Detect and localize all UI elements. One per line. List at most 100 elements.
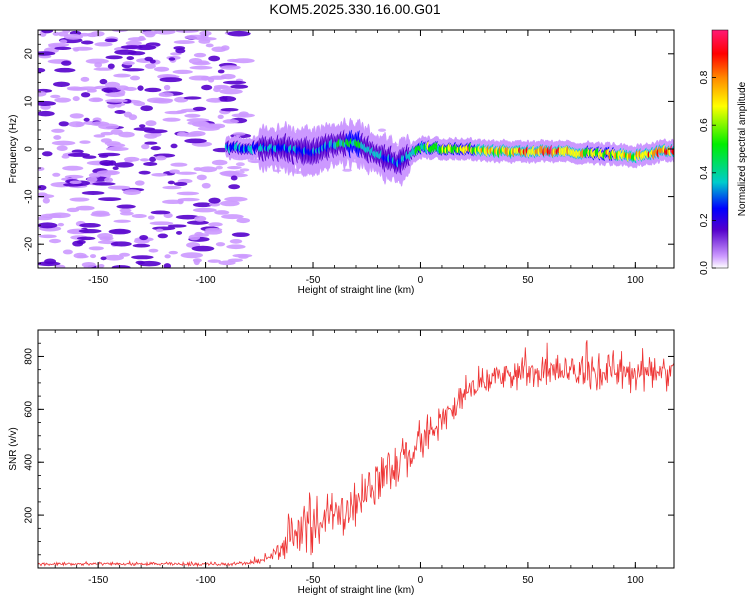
noise-speckle <box>231 113 255 118</box>
noise-speckle <box>227 30 251 37</box>
noise-speckle <box>93 134 106 138</box>
noise-speckle <box>80 40 94 45</box>
noise-speckle <box>47 42 70 47</box>
colorbar-tick-label: 0.4 <box>699 165 710 179</box>
snr-y-tick-label: 400 <box>24 453 35 470</box>
noise-speckle <box>125 40 142 46</box>
noise-speckle <box>184 138 207 144</box>
noise-speckle <box>127 51 146 56</box>
noise-speckle <box>63 182 84 187</box>
noise-speckle <box>104 177 114 183</box>
colorbar-tick-label: 0.2 <box>699 213 710 227</box>
noise-speckle <box>188 234 201 241</box>
noise-speckle <box>99 78 108 85</box>
noise-speckle <box>106 170 118 175</box>
noise-speckle <box>144 31 156 38</box>
noise-speckle <box>54 67 76 73</box>
noise-speckle <box>81 261 96 268</box>
noise-speckle <box>228 184 241 190</box>
noise-speckle <box>54 97 72 103</box>
noise-speckle <box>53 135 62 140</box>
noise-speckle <box>72 96 80 102</box>
noise-speckle <box>176 230 183 235</box>
noise-speckle <box>224 196 248 202</box>
noise-speckle <box>143 162 158 166</box>
snr-panel: -150 -100 -50 0 50 100 200 400 600 800 Height of… <box>8 329 675 596</box>
spectrogram-y-label: Frequency (Hz) <box>8 115 19 184</box>
noise-speckle <box>194 215 207 222</box>
noise-speckle <box>67 152 90 157</box>
noise-speckle <box>116 85 129 91</box>
noise-speckle <box>79 223 101 228</box>
noise-speckle <box>213 84 229 89</box>
noise-speckle <box>170 162 188 167</box>
noise-speckle <box>134 180 145 186</box>
noise-speckle <box>94 42 113 47</box>
noise-speckle <box>192 106 207 111</box>
noise-speckle <box>105 92 125 98</box>
page-title: KOM5.2025.330.16.00.G01 <box>269 1 441 17</box>
noise-speckle <box>76 236 96 241</box>
snr-x-tick-label: -50 <box>306 575 321 586</box>
noise-speckle <box>220 65 241 70</box>
snr-x-label: Height of straight line (km) <box>298 585 415 596</box>
noise-speckle <box>378 128 387 132</box>
noise-speckle <box>191 121 210 127</box>
noise-speckle <box>168 250 179 255</box>
noise-speckle <box>38 194 55 199</box>
noise-speckle <box>100 131 114 136</box>
noise-speckle <box>104 254 124 261</box>
noise-speckle <box>155 228 164 233</box>
noise-speckle <box>119 208 132 213</box>
noise-speckle <box>88 97 104 103</box>
snr-x-tick-label: 0 <box>418 575 424 586</box>
noise-speckle <box>58 121 70 127</box>
spectrogram-y-tick-label: -10 <box>24 189 35 204</box>
noise-speckle <box>205 43 214 48</box>
noise-speckle <box>192 61 211 66</box>
noise-speckle <box>126 56 135 61</box>
spectrogram-x-tick-label: -50 <box>306 275 321 286</box>
noise-speckle <box>137 260 161 267</box>
noise-speckle <box>227 58 239 63</box>
noise-speckle <box>105 55 123 60</box>
snr-y-tick-label: 200 <box>24 506 35 523</box>
noise-speckle <box>192 202 213 208</box>
snr-y-tick-label: 800 <box>24 348 35 365</box>
spectrogram-y-tick-label: 0 <box>24 146 35 152</box>
noise-speckle <box>38 101 56 106</box>
noise-speckle <box>128 114 138 121</box>
noise-speckle <box>63 33 84 40</box>
snr-y-label: SNR (v/v) <box>8 427 19 470</box>
noise-speckle <box>38 216 53 221</box>
noise-speckle <box>38 51 56 56</box>
noise-speckle <box>184 113 201 118</box>
snr-x-tick-label: -150 <box>88 575 108 586</box>
noise-speckle <box>211 159 228 166</box>
colorbar-tick-label: 0.8 <box>699 70 710 84</box>
spectrogram-x-ticks: -150 -100 -50 0 50 100 <box>54 30 658 286</box>
noise-speckle <box>69 197 90 202</box>
spectrogram-x-tick-label: -150 <box>88 275 108 286</box>
noise-speckle <box>90 31 105 37</box>
colorbar-gradient <box>711 29 729 269</box>
noise-speckle <box>144 63 156 69</box>
noise-speckle <box>138 170 151 175</box>
noise-speckle <box>162 185 182 190</box>
noise-speckle <box>131 255 154 260</box>
noise-speckle <box>139 234 149 241</box>
noise-speckle <box>198 166 218 173</box>
spectrogram-x-tick-label: -100 <box>196 275 216 286</box>
noise-speckle <box>80 92 91 98</box>
noise-speckle <box>167 180 175 185</box>
noise-speckle <box>169 169 180 174</box>
colorbar: 0.0 0.2 0.4 0.6 0.8 Normalized spectral ampl… <box>699 29 748 275</box>
noise-speckle <box>138 35 145 41</box>
noise-speckle <box>163 212 173 219</box>
noise-speckle <box>217 114 224 120</box>
noise-speckle <box>159 77 183 83</box>
noise-speckle <box>110 241 132 247</box>
noise-speckle <box>144 87 162 93</box>
snr-x-tick-label: 50 <box>522 575 534 586</box>
